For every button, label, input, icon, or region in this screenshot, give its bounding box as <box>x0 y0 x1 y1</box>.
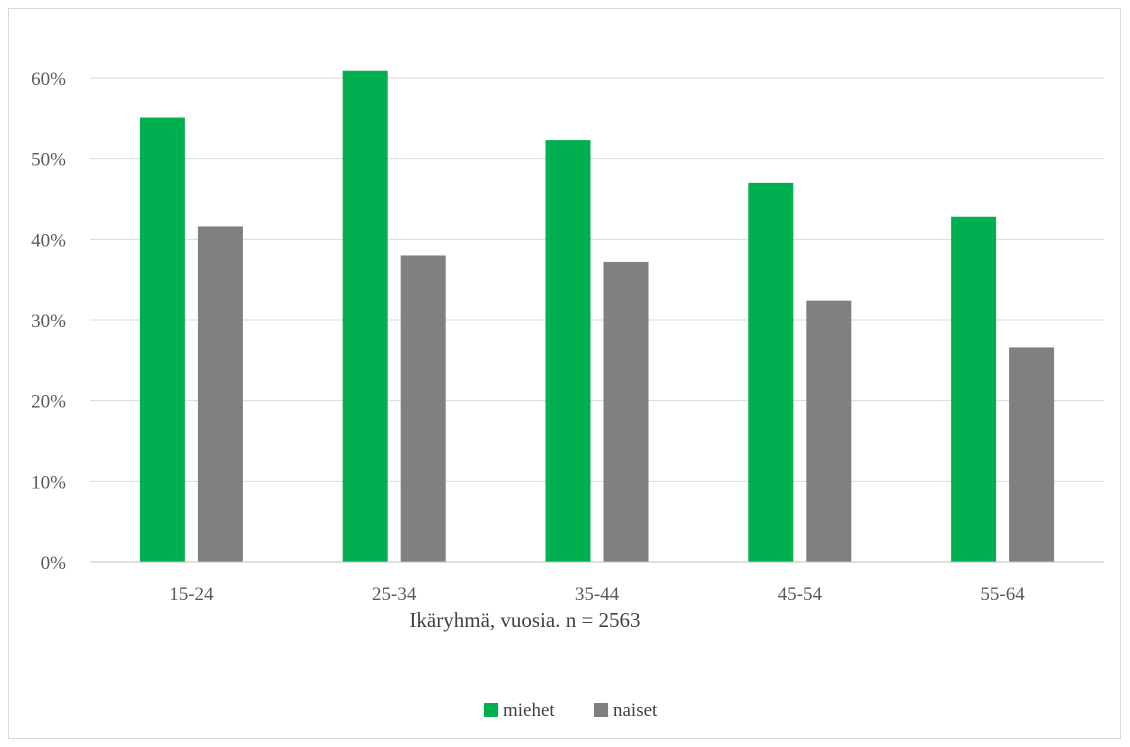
gridlines <box>90 77 1104 482</box>
y-tick-label: 40% <box>31 230 66 251</box>
x-tick-label: 35-44 <box>575 584 620 605</box>
y-tick-label: 10% <box>31 472 66 493</box>
x-axis-ticks: 15-24 25-34 35-44 45-54 55-64 <box>169 584 1025 605</box>
x-tick-label: 15-24 <box>169 584 214 605</box>
bar-naiset-15-24 <box>197 226 243 562</box>
bar-miehet-15-24 <box>139 117 185 562</box>
bar-miehet-55-64 <box>951 216 997 562</box>
y-tick-label: 0% <box>41 553 67 574</box>
bar-naiset-45-54 <box>806 300 852 562</box>
bar-naiset-55-64 <box>1009 347 1055 562</box>
bars <box>139 70 1055 563</box>
bar-miehet-35-44 <box>545 140 591 562</box>
x-tick-label: 25-34 <box>372 584 417 605</box>
y-tick-label: 50% <box>31 150 66 171</box>
y-tick-label: 30% <box>31 311 66 332</box>
bar-miehet-45-54 <box>748 182 794 562</box>
bar-naiset-35-44 <box>603 261 649 562</box>
y-tick-label: 60% <box>31 69 66 90</box>
bar-miehet-25-34 <box>342 70 388 563</box>
y-axis-ticks: 0% 10% 20% 30% 40% 50% 60% <box>31 69 66 574</box>
y-tick-label: 20% <box>31 392 66 413</box>
x-tick-label: 45-54 <box>778 584 823 605</box>
legend: miehet naiset <box>484 700 658 721</box>
legend-label-miehet: miehet <box>503 700 555 721</box>
x-tick-label: 55-64 <box>980 584 1025 605</box>
x-axis-title: Ikäryhmä, vuosia. n = 2563 <box>409 608 640 632</box>
legend-swatch-miehet <box>484 703 498 717</box>
legend-label-naiset: naiset <box>613 700 658 721</box>
bar-naiset-25-34 <box>400 255 446 562</box>
legend-swatch-naiset <box>594 703 608 717</box>
